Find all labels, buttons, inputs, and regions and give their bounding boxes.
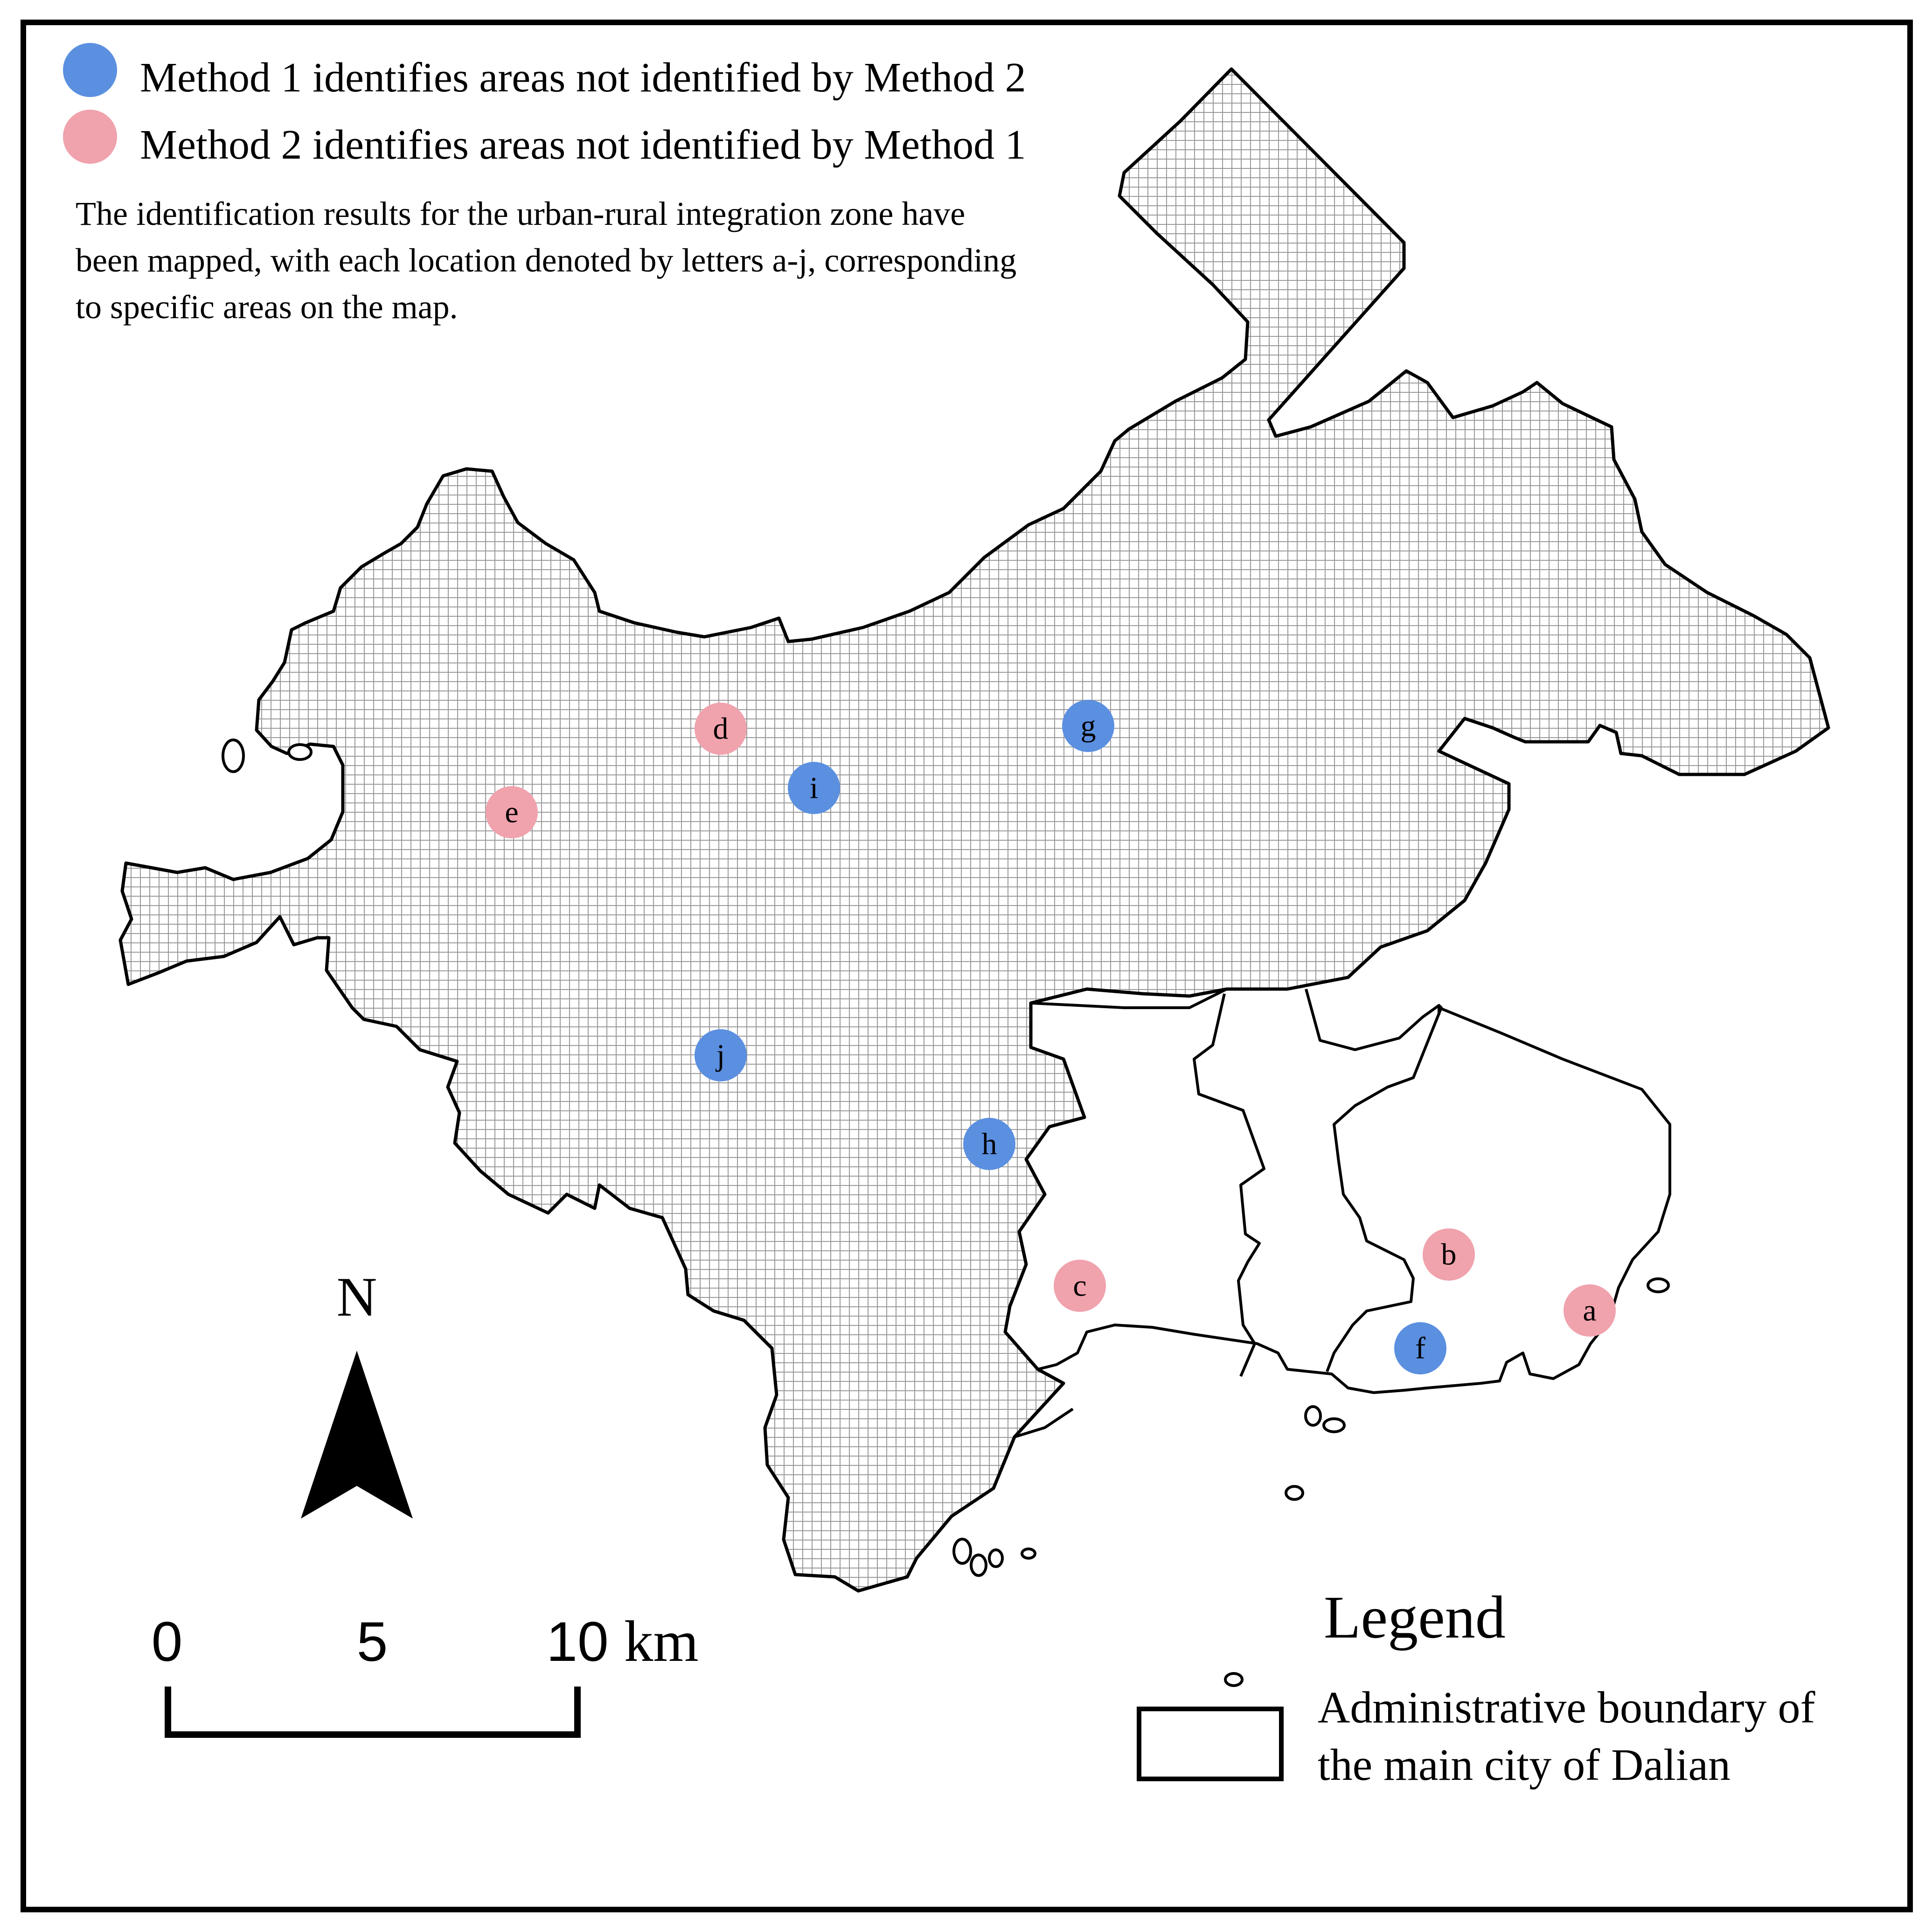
islets bbox=[222, 739, 1670, 1687]
scale-tick-0: 0 bbox=[152, 1610, 183, 1673]
marker-g: g bbox=[1062, 700, 1114, 752]
method2-legend-label: Method 2 identifies areas not identified… bbox=[140, 122, 1026, 168]
scale-tick-10: 10 bbox=[546, 1610, 608, 1673]
svg-text:e: e bbox=[505, 795, 518, 830]
marker-j: j bbox=[695, 1029, 747, 1081]
legend-title: Legend bbox=[1324, 1584, 1506, 1651]
legend-item-line-2: the main city of Dalian bbox=[1318, 1740, 1730, 1790]
note-line-2: been mapped, with each location denoted … bbox=[76, 242, 1016, 279]
north-arrow: N bbox=[301, 1266, 413, 1519]
note-line-1: The identification results for the urban… bbox=[76, 195, 965, 232]
legend-item-line-1: Administrative boundary of bbox=[1318, 1682, 1815, 1732]
svg-text:c: c bbox=[1073, 1269, 1086, 1303]
method2-swatch bbox=[63, 110, 117, 164]
svg-text:a: a bbox=[1583, 1294, 1596, 1328]
main-city-boundary bbox=[118, 67, 1830, 1593]
marker-a: a bbox=[1564, 1284, 1616, 1337]
north-arrow-icon bbox=[301, 1351, 413, 1519]
district-line-inner bbox=[1014, 1343, 1256, 1438]
legend-boundary-swatch bbox=[1137, 1707, 1284, 1781]
scale-tick-5: 5 bbox=[357, 1610, 388, 1673]
svg-text:j: j bbox=[716, 1039, 725, 1073]
svg-text:h: h bbox=[982, 1127, 997, 1161]
marker-i: i bbox=[788, 762, 840, 814]
legend-box: Legend Administrative boundary of the ma… bbox=[1137, 1584, 1815, 1790]
location-markers: a b c d e f g h i j bbox=[486, 700, 1616, 1374]
note-line-3: to specific areas on the map. bbox=[76, 288, 458, 326]
svg-text:f: f bbox=[1415, 1331, 1425, 1366]
svg-text:i: i bbox=[810, 771, 818, 805]
method1-legend-label: Method 1 identifies areas not identified… bbox=[140, 55, 1026, 101]
method1-swatch bbox=[63, 43, 117, 97]
marker-c: c bbox=[1054, 1260, 1106, 1312]
marker-f: f bbox=[1394, 1322, 1446, 1374]
marker-e: e bbox=[486, 786, 538, 838]
marker-b: b bbox=[1423, 1228, 1475, 1281]
district-line-middle bbox=[1305, 989, 1443, 1373]
district-line-east bbox=[1037, 1006, 1671, 1394]
svg-text:d: d bbox=[713, 712, 729, 746]
marker-d: d bbox=[695, 703, 747, 755]
top-legend: Method 1 identifies areas not identified… bbox=[63, 43, 1026, 326]
scale-bar-line bbox=[165, 1687, 581, 1738]
svg-text:b: b bbox=[1441, 1238, 1457, 1272]
north-label: N bbox=[337, 1266, 377, 1328]
svg-text:g: g bbox=[1081, 709, 1096, 743]
figure-frame bbox=[21, 20, 1913, 1912]
scale-bar: 0 5 10 km bbox=[152, 1610, 699, 1738]
scale-unit: km bbox=[624, 1610, 699, 1674]
district-line-west bbox=[1030, 988, 1265, 1345]
marker-h: h bbox=[963, 1118, 1015, 1170]
